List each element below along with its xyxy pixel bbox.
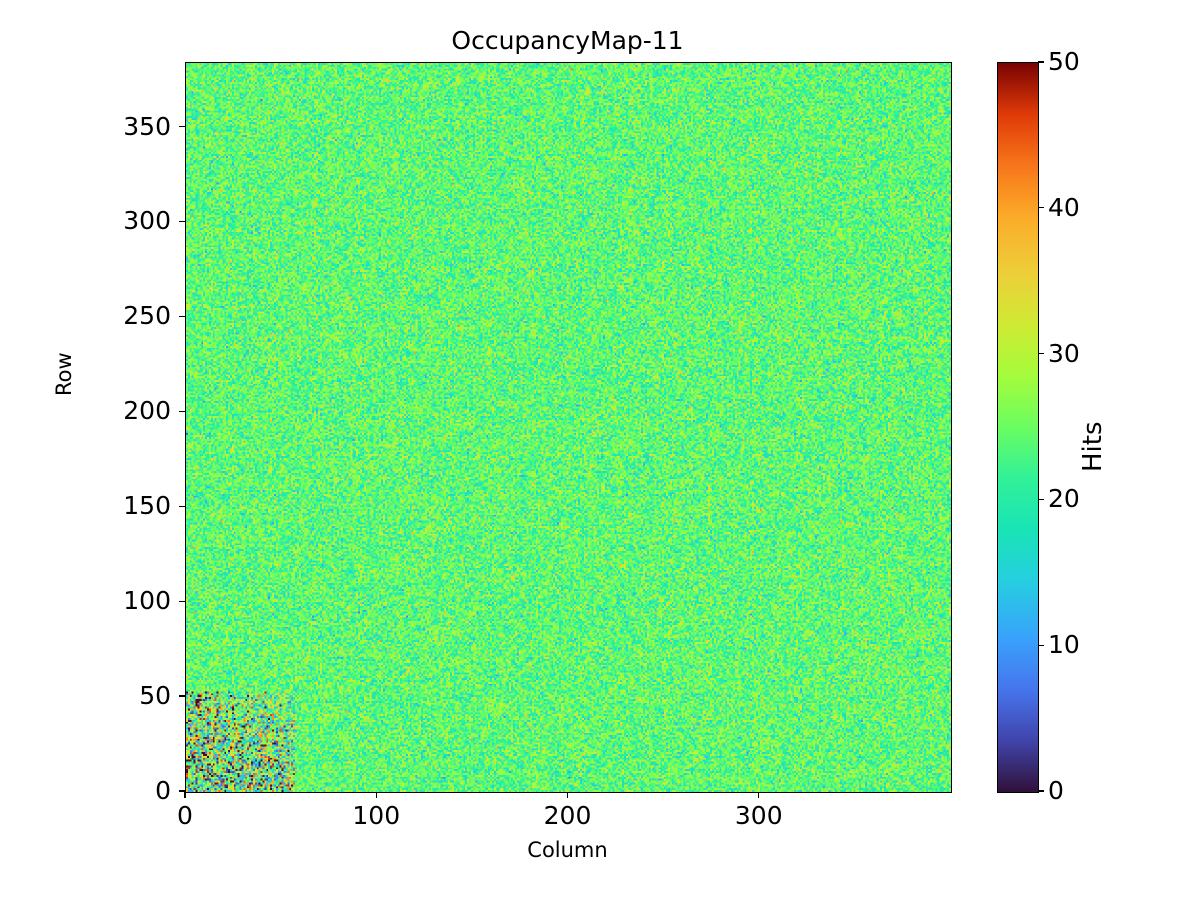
- y-tick-label: 150: [123, 491, 171, 521]
- colorbar-tick-label: 30: [1048, 338, 1080, 368]
- x-tick-mark: [566, 792, 569, 799]
- page-title: OccupancyMap-11: [451, 26, 684, 55]
- x-tick-label: 0: [177, 801, 193, 830]
- y-tick-label: 0: [155, 776, 171, 805]
- x-tick-label: 100: [352, 801, 401, 830]
- colorbar[interactable]: [997, 62, 1039, 793]
- colorbar-label: Hits: [1078, 421, 1108, 472]
- x-tick-label: 200: [543, 801, 592, 830]
- colorbar-tick-mark: [1038, 352, 1045, 355]
- colorbar-tick-label: 10: [1048, 630, 1080, 660]
- colorbar-tick-mark: [1038, 644, 1045, 646]
- y-tick-mark: [179, 410, 185, 412]
- y-tick-mark: [179, 695, 185, 697]
- y-tick-label: 250: [123, 301, 171, 331]
- x-tick-mark: [184, 792, 186, 799]
- colorbar-tick-label: 20: [1048, 484, 1080, 514]
- y-tick-label: 50: [139, 681, 171, 711]
- y-tick-label: 350: [123, 111, 171, 141]
- y-tick-label: 100: [123, 586, 171, 616]
- colorbar-tick-mark: [1038, 790, 1045, 792]
- y-tick-label: 300: [123, 206, 171, 236]
- colorbar-tick-label: 50: [1048, 47, 1080, 76]
- y-tick-label: 200: [123, 396, 171, 426]
- y-tick-mark: [179, 790, 185, 792]
- y-tick-mark: [179, 125, 185, 128]
- colorbar-gradient: [998, 63, 1038, 792]
- colorbar-tick-mark: [1038, 498, 1045, 501]
- colorbar-tick-mark: [1038, 61, 1045, 63]
- y-tick-mark: [179, 600, 185, 602]
- x-tick-label: 300: [734, 801, 783, 830]
- x-tick-mark: [375, 792, 377, 799]
- colorbar-tick-label: 0: [1048, 776, 1064, 805]
- x-axis-label: Column: [527, 838, 608, 862]
- colorbar-tick-mark: [1038, 207, 1045, 209]
- y-axis-label: Row: [52, 352, 76, 396]
- x-tick-mark: [758, 792, 760, 799]
- heatmap-plot-area[interactable]: [185, 62, 952, 793]
- y-tick-mark: [179, 315, 185, 318]
- y-tick-mark: [179, 220, 185, 223]
- colorbar-tick-label: 40: [1048, 192, 1080, 222]
- occupancy-heatmap[interactable]: [186, 63, 951, 792]
- y-tick-mark: [179, 505, 185, 507]
